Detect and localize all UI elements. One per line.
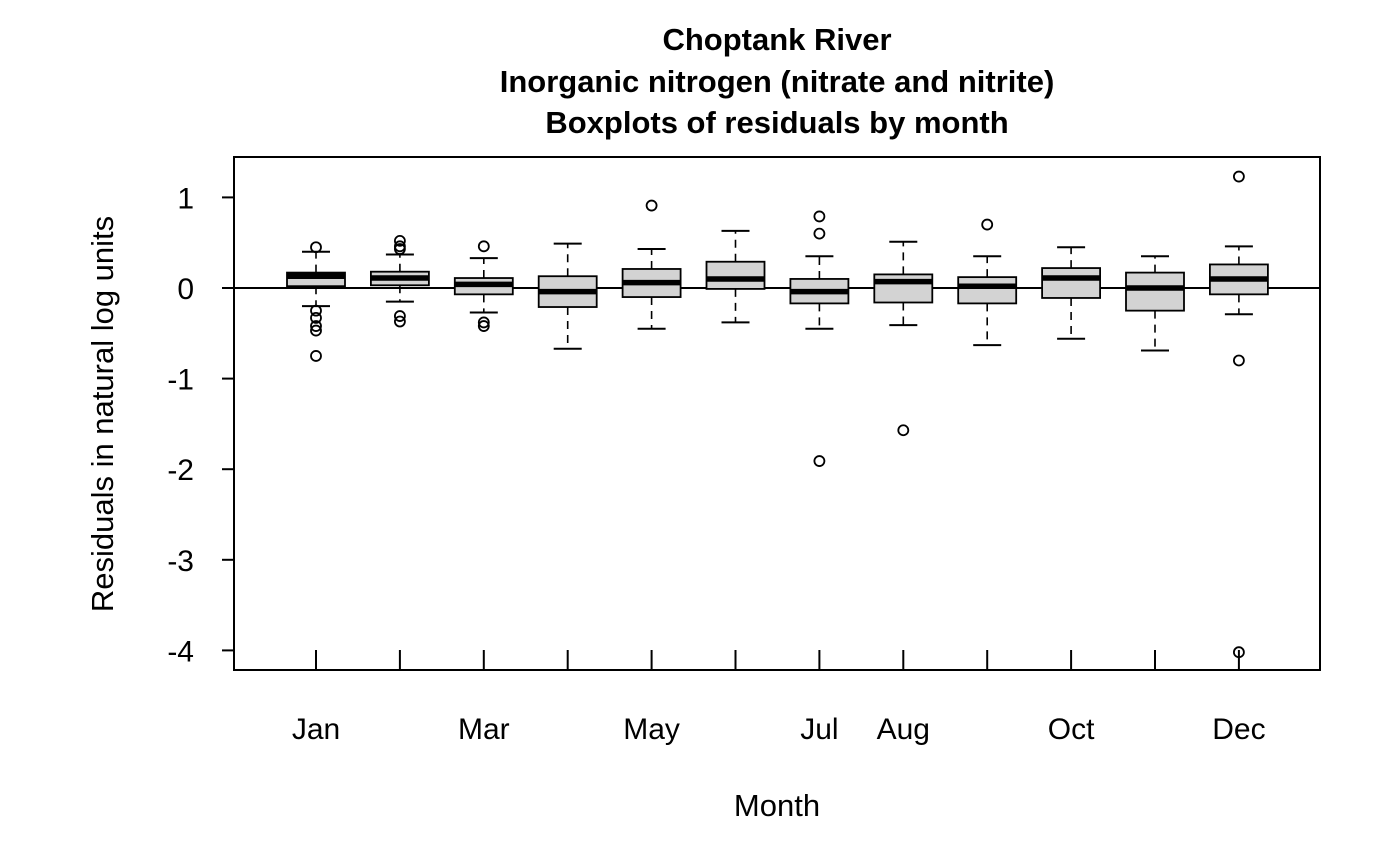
title-line-3: Boxplots of residuals by month (545, 105, 1008, 140)
outlier-3-3 (477, 320, 490, 332)
x-tick-label-8: Aug (877, 713, 930, 746)
y-tick-label-2: -1 (167, 364, 194, 397)
x-axis-title: Month (734, 788, 820, 823)
outlier-1-1 (310, 241, 322, 254)
outlier-12-2 (1233, 354, 1245, 367)
outlier-7-1 (813, 210, 826, 223)
box-11 (1125, 271, 1185, 312)
plot-frame (233, 156, 1321, 671)
outlier-7-3 (813, 455, 826, 467)
y-axis-title: Residuals in natural log units (85, 216, 120, 612)
outlier-1-5 (310, 324, 322, 337)
chart-title: Choptank River Inorganic nitrogen (nitra… (500, 22, 1055, 140)
x-tick-label-10: Oct (1048, 713, 1095, 746)
outlier-7-2 (813, 227, 826, 240)
x-tick-label-7: Jul (800, 713, 838, 746)
y-tick-label-5: -4 (167, 635, 194, 668)
x-tick-label-5: May (623, 713, 680, 746)
outlier-1-3 (310, 311, 322, 324)
outlier-3-2 (477, 316, 490, 329)
outlier-2-5 (393, 315, 406, 328)
title-line-1: Choptank River (662, 22, 891, 57)
x-tick-label-3: Mar (458, 713, 510, 746)
outlier-9-1 (981, 218, 994, 231)
outlier-12-3 (1233, 646, 1245, 659)
title-line-2: Inorganic nitrogen (nitrate and nitrite) (500, 64, 1055, 99)
outlier-12-1 (1233, 170, 1245, 183)
x-tick-label-1: Jan (292, 713, 340, 746)
y-tick-label-3: -2 (167, 454, 194, 487)
y-tick-label-1: 0 (177, 273, 194, 306)
x-tick-label-12: Dec (1212, 713, 1265, 746)
outlier-1-6 (310, 350, 322, 362)
outlier-2-3 (393, 243, 406, 255)
outlier-5-1 (645, 199, 658, 212)
box-6 (705, 260, 766, 290)
outlier-1-4 (310, 320, 322, 332)
outlier-1-2 (310, 304, 322, 317)
outlier-2-1 (393, 234, 406, 247)
outlier-8-1 (897, 424, 910, 437)
y-tick-label-4: -3 (167, 545, 194, 578)
box-10 (1041, 267, 1101, 299)
y-tick-label-0: 1 (177, 182, 194, 215)
plot-area: 1 0 -1 -2 -3 -4 Jan Mar May Jul Aug Oct Dec (167, 156, 1321, 746)
box-8 (873, 273, 934, 304)
outlier-2-4 (393, 310, 406, 322)
box-9 (957, 276, 1018, 305)
outlier-3-1 (477, 240, 490, 253)
